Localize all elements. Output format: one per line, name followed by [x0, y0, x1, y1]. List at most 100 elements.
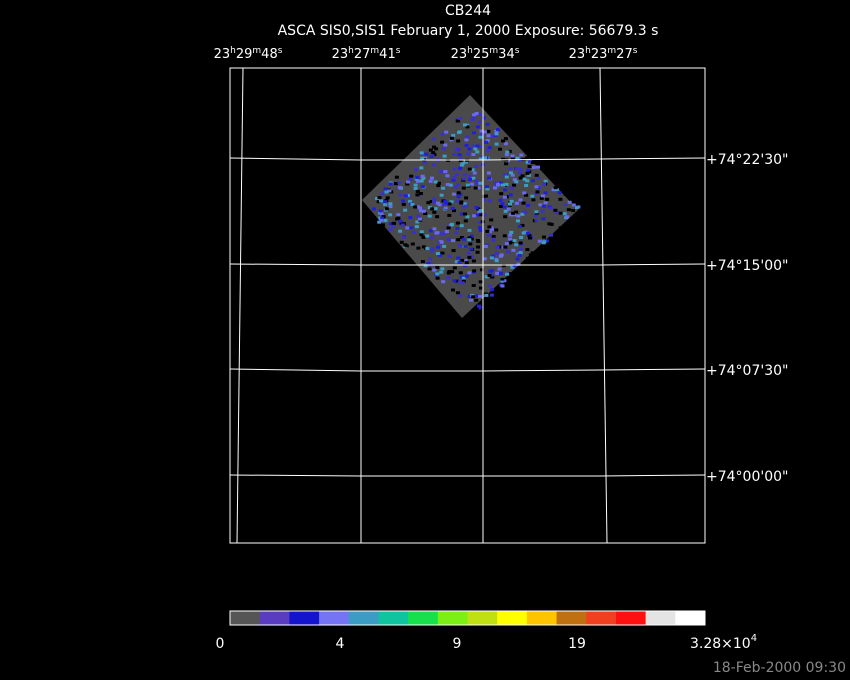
- dec-grid-line: [229, 263, 706, 266]
- image-pixel: [543, 179, 548, 183]
- image-pixel: [540, 209, 545, 213]
- image-pixel: [451, 288, 455, 292]
- subtitle: ASCA SIS0,SIS1 February 1, 2000 Exposure…: [278, 23, 659, 39]
- image-pixel: [467, 167, 472, 171]
- image-pixel: [451, 178, 456, 182]
- image-pixel: [504, 242, 509, 246]
- image-pixel: [379, 218, 384, 222]
- image-pixel: [503, 142, 508, 146]
- image-pixel: [470, 182, 474, 186]
- image-pixel: [480, 132, 485, 136]
- image-pixel: [432, 200, 436, 204]
- image-pixel: [471, 116, 476, 120]
- image-pixel: [512, 213, 517, 217]
- image-pixel: [496, 128, 500, 132]
- image-pixel: [485, 185, 489, 189]
- image-pixel: [455, 227, 460, 230]
- image-pixel: [434, 147, 439, 151]
- image-pixel: [437, 241, 442, 245]
- image-pixel: [439, 240, 444, 244]
- image-pixel: [507, 241, 512, 245]
- image-pixel: [427, 257, 432, 261]
- image-pixel: [484, 275, 489, 279]
- image-pixel: [531, 165, 536, 169]
- image-pixel: [472, 171, 477, 175]
- image-pixel: [522, 191, 527, 195]
- image-pixel: [443, 199, 448, 203]
- image-pixel: [474, 298, 479, 302]
- image-pixel: [457, 261, 462, 264]
- image-pixel: [497, 267, 502, 271]
- image-pixel: [454, 231, 459, 235]
- image-pixel: [467, 238, 472, 242]
- ra-unit: m: [252, 46, 261, 56]
- image-pixel: [534, 173, 539, 177]
- image-pixel: [491, 237, 496, 241]
- ra-value: 25: [473, 47, 490, 62]
- ra-unit: h: [585, 46, 591, 56]
- colorbar-label: 4: [336, 636, 345, 652]
- image-pixel: [509, 199, 514, 203]
- image-pixel: [525, 231, 530, 235]
- image-pixel: [452, 209, 456, 213]
- image-pixel: [499, 192, 504, 196]
- image-pixel: [465, 123, 470, 127]
- image-pixel: [518, 176, 523, 180]
- image-pixel: [388, 222, 393, 226]
- image-pixel: [397, 181, 402, 185]
- image-pixel: [478, 213, 483, 217]
- image-pixel: [435, 215, 440, 219]
- image-pixel: [464, 196, 469, 200]
- image-pixel: [481, 116, 486, 120]
- ra-unit: s: [633, 46, 638, 56]
- image-pixel: [491, 254, 495, 258]
- image-pixel: [440, 132, 445, 136]
- image-pixel: [541, 194, 545, 198]
- image-pixel: [415, 193, 420, 197]
- image-pixel: [485, 229, 490, 233]
- image-pixel: [440, 203, 445, 207]
- timestamp: 18-Feb-2000 09:30: [713, 660, 846, 676]
- image-pixel: [472, 214, 477, 218]
- image-pixel: [419, 230, 424, 234]
- image-pixel: [482, 198, 486, 202]
- image-pixel: [514, 201, 519, 205]
- image-pixel: [396, 216, 401, 220]
- image-pixel: [526, 173, 531, 177]
- image-pixel: [401, 199, 406, 203]
- image-pixel: [475, 250, 480, 254]
- image-pixel: [501, 157, 505, 161]
- image-pixel: [467, 236, 472, 240]
- image-pixel: [503, 209, 508, 213]
- image-pixel: [456, 139, 461, 143]
- image-pixel: [534, 185, 539, 189]
- image-pixel: [543, 201, 548, 205]
- image-pixel: [420, 260, 425, 263]
- colorbar-swatch: [556, 611, 587, 625]
- colorbar-swatch: [289, 611, 320, 625]
- image-pixel: [531, 198, 536, 202]
- image-pixel: [383, 218, 388, 222]
- image-pixel: [455, 148, 459, 152]
- image-pixel: [545, 197, 550, 201]
- image-pixel: [530, 179, 535, 183]
- image-pixel: [478, 229, 483, 233]
- image-pixel: [462, 202, 467, 206]
- image-pixel: [571, 209, 576, 213]
- image-pixel: [489, 269, 494, 273]
- image-pixel: [466, 152, 471, 156]
- title: CB244: [445, 3, 491, 19]
- image-pixel: [478, 221, 482, 225]
- image-pixel: [511, 211, 516, 215]
- ra-unit: h: [230, 46, 236, 56]
- colorbar-swatch: [437, 611, 468, 625]
- image-pixel: [474, 164, 479, 168]
- image-pixel: [526, 203, 530, 207]
- image-pixel: [536, 176, 541, 180]
- image-pixel: [456, 195, 461, 199]
- image-pixel: [420, 185, 425, 189]
- image-pixel: [534, 210, 539, 214]
- image-pixel: [485, 187, 490, 191]
- image-pixel: [485, 149, 490, 153]
- ra-unit: h: [348, 46, 354, 56]
